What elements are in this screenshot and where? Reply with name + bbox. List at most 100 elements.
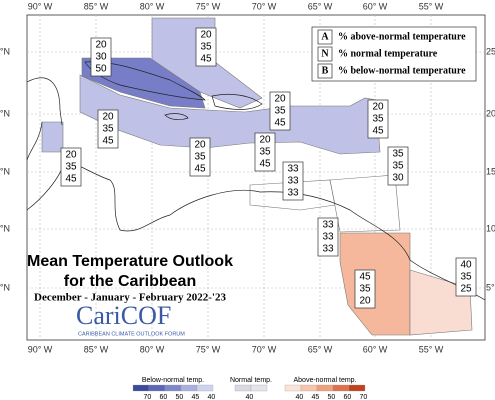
colorbar-cell (180, 384, 198, 392)
lat-label: 10°N (0, 223, 10, 233)
lon-label: 75° W (196, 1, 221, 11)
probability: 35 (274, 106, 286, 117)
colorbar-tick: 40 (246, 394, 254, 400)
colorbar-tick: 40 (208, 394, 216, 400)
probability: 20 (102, 112, 114, 123)
region-box (269, 91, 291, 131)
probability: 20 (65, 150, 77, 161)
legend-key (317, 29, 333, 45)
probability: 35 (65, 162, 77, 173)
probability: 45 (194, 164, 206, 175)
probability: 45 (372, 126, 384, 137)
region-box (90, 37, 112, 77)
colorbar-cell (348, 384, 366, 392)
probability: 33 (287, 188, 299, 199)
legend-box (311, 26, 477, 82)
probability: 35 (392, 161, 404, 172)
probability: 33 (322, 232, 334, 243)
colorbar-cell (148, 384, 166, 392)
probability: 20 (95, 40, 107, 51)
lon-label: 85° W (84, 1, 109, 11)
title-line: Mean Temperature Outlook (27, 253, 233, 270)
probability: 33 (322, 220, 334, 231)
lon-label: 75° W (196, 344, 221, 354)
legend-key (317, 63, 333, 79)
probability: 33 (322, 244, 334, 255)
colorbar-cell (284, 384, 302, 392)
region-box (367, 99, 389, 139)
probability: 35 (359, 284, 371, 295)
colorbar-cell (234, 384, 252, 392)
probability: 25 (460, 284, 472, 295)
lon-label: 85° W (84, 344, 109, 354)
lon-label: 70° W (252, 344, 277, 354)
colorbar-tick: 45 (312, 394, 320, 400)
cuba-coast (84, 61, 206, 101)
lon-label: 65° W (308, 344, 333, 354)
zone-cuba (81, 57, 206, 109)
legend-text: % above-normal temperature (338, 31, 466, 42)
region-box (195, 27, 217, 67)
probability: 30 (95, 52, 107, 63)
probability: 20 (359, 296, 371, 307)
lon-label: 70° W (252, 1, 277, 11)
probability: 35 (259, 147, 271, 158)
logo-name: CariCOF (76, 301, 171, 330)
colorbar-tick: 60 (344, 394, 352, 400)
lon-label: 55° W (419, 1, 444, 11)
probability: 45 (274, 118, 286, 129)
probability: 35 (460, 272, 472, 283)
lon-label: 80° W (140, 344, 165, 354)
legend-letter: B (322, 65, 329, 76)
probability: 35 (194, 152, 206, 163)
region-box (387, 146, 409, 186)
zone-belize (41, 121, 64, 153)
colorbar-cell (300, 384, 318, 392)
probability: 20 (274, 94, 286, 105)
zone-trinidad (329, 174, 401, 233)
legend-key (317, 46, 333, 62)
lat-label: 10°N (486, 223, 495, 233)
probability: 40 (460, 260, 472, 271)
colorbar-tick: 60 (160, 394, 168, 400)
probability: 35 (372, 114, 384, 125)
zone-greater-antilles (79, 74, 381, 155)
zone-abc (249, 179, 336, 211)
lat-label: 25°N (486, 46, 495, 56)
colorbar-tick: 50 (176, 394, 184, 400)
lon-label: 60° W (363, 1, 388, 11)
region-box (282, 161, 304, 201)
lon-label: 65° W (308, 1, 333, 11)
probability: 33 (287, 164, 299, 175)
colorbar-cell (316, 384, 334, 392)
colorbar-tick: 50 (328, 394, 336, 400)
colorbar-cell (164, 384, 182, 392)
region-box (455, 257, 477, 297)
probability: 35 (102, 124, 114, 135)
region-box (189, 137, 211, 177)
legend-letter: N (321, 48, 329, 59)
probability: 45 (259, 159, 271, 170)
probability: 30 (392, 173, 404, 184)
lon-label: 90° W (28, 344, 53, 354)
lon-label: 60° W (363, 344, 388, 354)
lat-label: 25°N (0, 46, 10, 56)
lon-label: 80° W (140, 1, 165, 11)
hispaniola-coast (211, 93, 263, 110)
colorbar-label: Below-normal temp. (142, 377, 204, 384)
probability: 35 (392, 149, 404, 160)
probability: 45 (200, 54, 212, 65)
probability: 20 (372, 102, 384, 113)
legend-letter: A (321, 31, 329, 42)
title-line: for the Caribbean (64, 273, 196, 290)
region-box (317, 217, 339, 257)
colorbar-cell (332, 384, 350, 392)
subtitle: December - January - February 2022-'23 (34, 292, 226, 304)
probability: 35 (200, 42, 212, 53)
probability: 50 (95, 64, 107, 75)
lat-label: 15°N (486, 166, 495, 176)
colorbar-tick: 70 (144, 394, 152, 400)
logo-tagline: CARIBBEAN CLIMATE OUTLOOK FORUM (78, 331, 185, 337)
region-box (97, 109, 119, 149)
